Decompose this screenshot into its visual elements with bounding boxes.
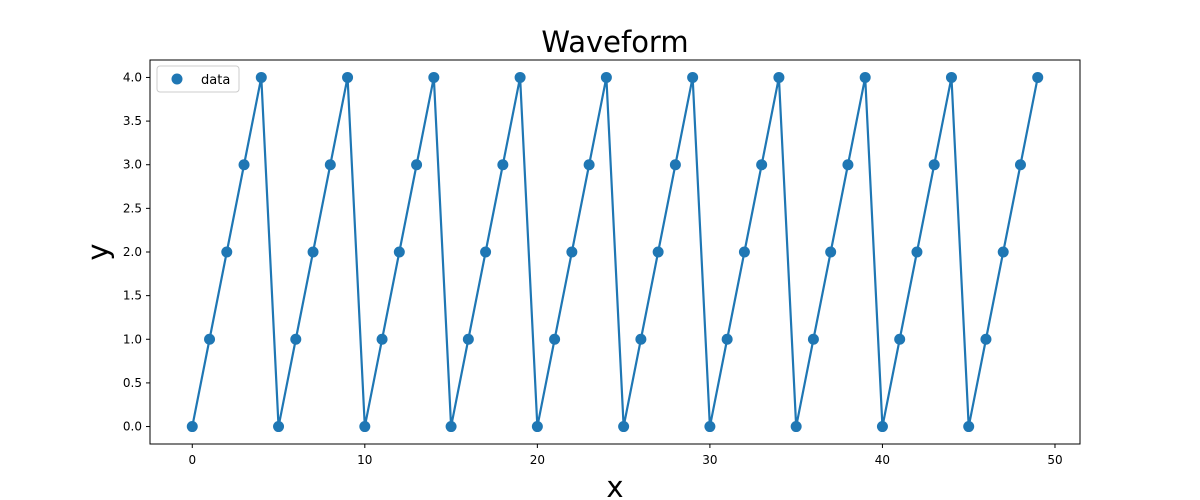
data-point bbox=[721, 333, 733, 345]
x-axis-label: x bbox=[606, 470, 623, 500]
y-tick-label: 2.0 bbox=[123, 245, 142, 259]
data-point bbox=[618, 421, 630, 433]
series-line bbox=[191, 76, 1039, 428]
data-point bbox=[376, 333, 388, 345]
legend-box bbox=[156, 65, 240, 93]
data-point bbox=[514, 71, 526, 83]
y-tick-label: 2.5 bbox=[123, 201, 142, 215]
data-point bbox=[497, 159, 509, 171]
x-tick-label: 0 bbox=[188, 453, 196, 467]
legend: data bbox=[156, 65, 240, 93]
data-point bbox=[687, 71, 699, 83]
data-point bbox=[411, 159, 423, 171]
data-point bbox=[756, 159, 768, 171]
y-tick-label: 1.0 bbox=[123, 332, 142, 346]
data-point bbox=[980, 333, 992, 345]
x-tick-label: 40 bbox=[875, 453, 890, 467]
y-tick-label: 4.0 bbox=[123, 70, 142, 84]
data-point bbox=[963, 421, 975, 433]
data-point bbox=[238, 159, 250, 171]
data-point bbox=[945, 71, 957, 83]
x-tick-label: 20 bbox=[530, 453, 545, 467]
data-point bbox=[669, 159, 681, 171]
legend-marker bbox=[171, 73, 183, 85]
y-tick-label: 3.0 bbox=[123, 158, 142, 172]
legend-label: data bbox=[201, 73, 230, 88]
data-point bbox=[704, 421, 716, 433]
data-point bbox=[186, 421, 198, 433]
data-point bbox=[1014, 159, 1026, 171]
data-point bbox=[928, 159, 940, 171]
data-point bbox=[997, 246, 1009, 258]
data-point bbox=[255, 71, 267, 83]
y-tick-label: 0.0 bbox=[123, 420, 142, 434]
data-point bbox=[273, 421, 285, 433]
chart-title: Waveform bbox=[541, 25, 688, 59]
data-point bbox=[807, 333, 819, 345]
data-point bbox=[583, 159, 595, 171]
data-point bbox=[790, 421, 802, 433]
data-point bbox=[428, 71, 440, 83]
data-point bbox=[635, 333, 647, 345]
data-point bbox=[480, 246, 492, 258]
data-point bbox=[290, 333, 302, 345]
data-point bbox=[549, 333, 561, 345]
data-point bbox=[859, 71, 871, 83]
data-point bbox=[652, 246, 664, 258]
data-point bbox=[738, 246, 750, 258]
data-point bbox=[307, 246, 319, 258]
data-point bbox=[342, 71, 354, 83]
y-axis-ticks: 0.0 0.5 1.0 1.5 2.0 2.5 3.0 3.5 4.0 bbox=[123, 70, 150, 434]
data-point bbox=[359, 421, 371, 433]
data-point bbox=[842, 159, 854, 171]
data-point bbox=[825, 246, 837, 258]
data-point bbox=[445, 421, 457, 433]
data-point bbox=[773, 71, 785, 83]
data-point bbox=[393, 246, 405, 258]
y-tick-label: 0.5 bbox=[123, 376, 142, 390]
data-point bbox=[566, 246, 578, 258]
data-point bbox=[204, 333, 216, 345]
y-tick-label: 1.5 bbox=[123, 289, 142, 303]
data-point bbox=[600, 71, 612, 83]
series-layer bbox=[186, 71, 1044, 433]
x-tick-label: 50 bbox=[1047, 453, 1062, 467]
data-point bbox=[324, 159, 336, 171]
x-tick-label: 10 bbox=[357, 453, 372, 467]
data-point bbox=[894, 333, 906, 345]
x-tick-label: 30 bbox=[702, 453, 717, 467]
y-axis-label: y bbox=[81, 243, 115, 260]
data-point bbox=[911, 246, 923, 258]
y-tick-label: 3.5 bbox=[123, 114, 142, 128]
data-point bbox=[876, 421, 888, 433]
data-point bbox=[221, 246, 233, 258]
data-point bbox=[462, 333, 474, 345]
data-point bbox=[1032, 71, 1044, 83]
data-point bbox=[531, 421, 543, 433]
x-axis-ticks: 0 10 20 30 40 50 bbox=[188, 444, 1063, 467]
